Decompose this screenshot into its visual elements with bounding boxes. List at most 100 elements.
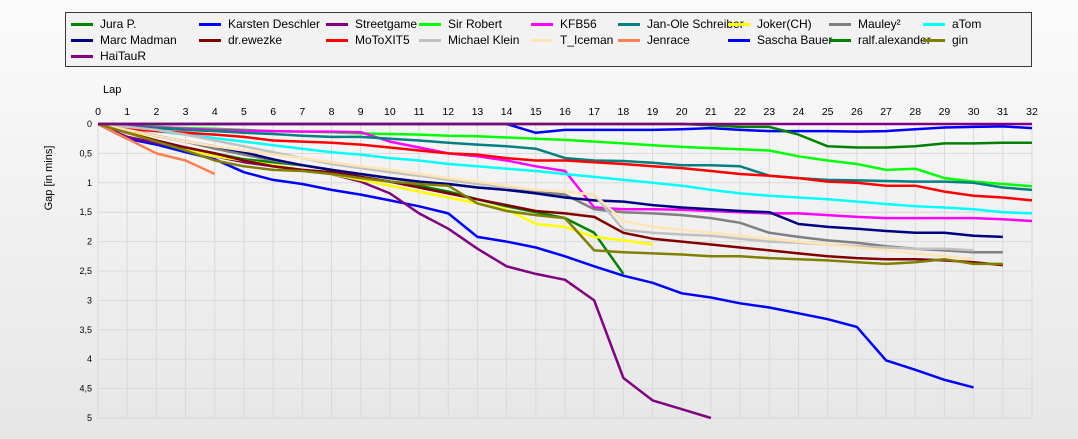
x-tick-label: 18 xyxy=(618,106,630,118)
x-tick-label: 2 xyxy=(153,106,159,118)
x-tick-label: 26 xyxy=(851,106,863,118)
legend-swatch xyxy=(829,22,851,26)
legend-swatch xyxy=(531,22,553,26)
legend-swatch xyxy=(531,38,553,42)
x-tick-label: 27 xyxy=(880,106,892,118)
x-tick-label: 13 xyxy=(472,106,484,118)
legend-item: ralf.alexander xyxy=(829,32,931,48)
legend-label: Joker(CH) xyxy=(757,17,812,31)
x-axis-title: Lap xyxy=(103,84,121,96)
legend-label: gin xyxy=(952,33,969,47)
series-line-jenrace xyxy=(97,122,216,176)
y-tick-label: 1,5 xyxy=(79,207,92,217)
y-tick-label: 5 xyxy=(87,413,92,423)
x-tick-label: 31 xyxy=(997,106,1009,118)
legend-item: aTom xyxy=(923,16,981,32)
legend-label: Marc Madman xyxy=(100,33,177,47)
legend-label: KFB56 xyxy=(560,17,597,31)
series-line-karsten-deschler xyxy=(97,122,974,389)
x-tick-label: 17 xyxy=(588,106,600,118)
y-tick-label: 2,5 xyxy=(79,266,92,276)
legend-item: gin xyxy=(923,32,968,48)
legend-label: Streetgame xyxy=(355,17,418,31)
legend-item: Mauley² xyxy=(829,16,901,32)
x-tick-label: 25 xyxy=(822,106,834,118)
legend-swatch xyxy=(728,22,750,26)
x-tick-label: 8 xyxy=(329,106,335,118)
x-tick-label: 32 xyxy=(1026,106,1038,118)
series-line-kfb56 xyxy=(97,122,1033,223)
series-line-t-iceman xyxy=(97,122,974,261)
legend-label: Jan-Ole Schreiber xyxy=(647,17,744,31)
legend-swatch xyxy=(923,38,945,42)
y-axis-title: Gap [in mins] xyxy=(43,146,55,211)
x-tick-label: 6 xyxy=(270,106,276,118)
legend-swatch xyxy=(199,38,221,42)
y-tick-label: 0 xyxy=(87,119,92,129)
y-tick-label: 0,5 xyxy=(79,148,92,158)
y-tick-label: 2 xyxy=(87,237,92,247)
y-tick-label: 3,5 xyxy=(79,325,92,335)
legend-label: ralf.alexander xyxy=(858,33,931,47)
legend-swatch xyxy=(326,22,348,26)
x-tick-label: 24 xyxy=(793,106,805,118)
series-line-mauley xyxy=(97,122,1003,254)
legend-swatch xyxy=(419,38,441,42)
legend-item: Joker(CH) xyxy=(728,16,812,32)
legend-item: MoToXIT5 xyxy=(326,32,410,48)
legend-swatch xyxy=(71,38,93,42)
x-tick-label: 1 xyxy=(124,106,130,118)
legend-swatch xyxy=(829,38,851,42)
series-line-jan-ole-schreiber xyxy=(97,122,1033,192)
x-tick-label: 19 xyxy=(647,106,659,118)
x-tick-label: 7 xyxy=(299,106,305,118)
x-tick-label: 29 xyxy=(939,106,951,118)
legend-swatch xyxy=(728,38,750,42)
legend-item: Sascha Bauer xyxy=(728,32,832,48)
legend-swatch xyxy=(71,22,93,26)
y-tick-label: 3 xyxy=(87,295,92,305)
x-tick-label: 16 xyxy=(559,106,571,118)
legend-label: Jura P. xyxy=(100,17,137,31)
series-line-joker-ch xyxy=(97,122,653,246)
legend-label: Karsten Deschler xyxy=(228,17,321,31)
legend-item: Sir Robert xyxy=(419,16,502,32)
legend-label: T_Iceman xyxy=(560,33,614,47)
x-tick-label: 21 xyxy=(705,106,717,118)
x-tick-label: 11 xyxy=(414,106,425,118)
legend-label: dr.ewezke xyxy=(228,33,283,47)
y-tick-label: 1 xyxy=(87,178,92,188)
legend-item: T_Iceman xyxy=(531,32,613,48)
legend-swatch xyxy=(618,22,640,26)
legend-label: Sir Robert xyxy=(448,17,503,31)
legend-item: KFB56 xyxy=(531,16,597,32)
x-tick-label: 15 xyxy=(530,106,542,118)
legend-swatch xyxy=(923,22,945,26)
legend-item: Jenrace xyxy=(618,32,690,48)
x-tick-label: 22 xyxy=(734,106,746,118)
series-line-gin xyxy=(97,122,1003,266)
series-line-dr-ewezke xyxy=(97,122,1003,267)
series-line-motoxit5 xyxy=(97,122,1033,202)
y-tick-label: 4,5 xyxy=(79,384,92,394)
legend-swatch xyxy=(71,54,93,58)
series-line-atom xyxy=(97,122,1033,215)
x-tick-label: 14 xyxy=(501,106,513,118)
x-tick-label: 3 xyxy=(183,106,189,118)
legend-swatch xyxy=(326,38,348,42)
legend-item: Marc Madman xyxy=(71,32,177,48)
series-line-marc-madman xyxy=(97,122,1003,239)
legend-swatch xyxy=(419,22,441,26)
legend-item: dr.ewezke xyxy=(199,32,282,48)
legend-label: Sascha Bauer xyxy=(757,33,833,47)
legend-label: Mauley² xyxy=(858,17,901,31)
legend-swatch xyxy=(199,22,221,26)
x-tick-label: 10 xyxy=(384,106,396,118)
x-tick-label: 12 xyxy=(442,106,454,118)
legend-label: HaiTauR xyxy=(100,49,147,63)
legend-item: HaiTauR xyxy=(71,48,146,64)
legend-label: Michael Klein xyxy=(448,33,520,47)
x-tick-label: 9 xyxy=(358,106,364,118)
y-tick-label: 4 xyxy=(87,354,92,364)
